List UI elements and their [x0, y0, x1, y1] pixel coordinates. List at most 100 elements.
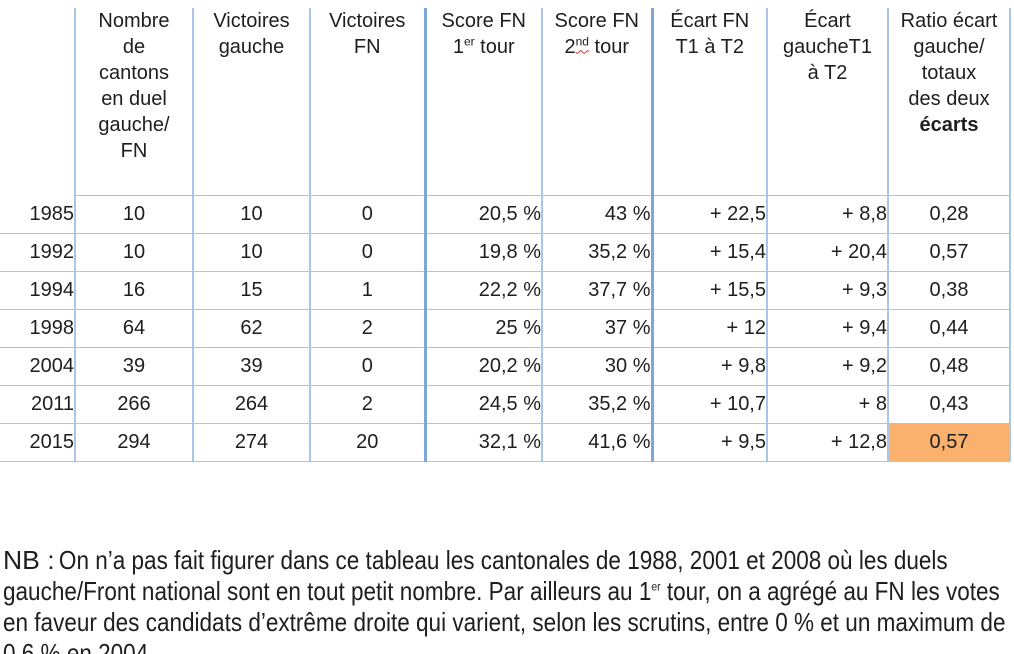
cell-score-t1: 24,5 %	[425, 385, 543, 424]
header-line: de	[122, 36, 146, 58]
superscript-er: er	[463, 34, 475, 49]
cell-cantons: 16	[75, 271, 194, 310]
cell-cantons: 294	[75, 423, 194, 462]
cell-score-t2: 37,7 %	[542, 271, 654, 310]
cell-victoires-gauche: 39	[193, 347, 311, 386]
cell-ecart-fn: + 9,5	[652, 423, 768, 462]
cell-ratio: 0,38	[888, 271, 1011, 310]
cell-ratio: 0,57	[888, 233, 1011, 272]
cell-score-t2: 37 %	[542, 309, 654, 348]
header-line: à T2	[807, 62, 848, 84]
header-line: gaucheT1	[783, 36, 872, 58]
cell-ecart-gauche: + 9,3	[767, 271, 889, 310]
footnote: NB : On n’a pas fait figurer dans ce tabl…	[3, 545, 1014, 654]
header-line: 2nd tour	[564, 34, 629, 58]
header-line: Victoires	[213, 10, 290, 32]
cell-ratio: 0,44	[888, 309, 1011, 348]
header-line: gauche/	[913, 36, 985, 58]
header-line: FN	[120, 140, 148, 162]
header-line: Ratio écart	[900, 10, 998, 32]
cell-victoires-fn: 1	[310, 271, 427, 310]
cell-victoires-gauche: 264	[193, 385, 311, 424]
header-row: Nombre de cantons en duel gauche/ FN Vic…	[0, 8, 1011, 196]
superscript-nd-spellcheck-squiggle: nd	[575, 34, 589, 49]
cell-score-t2: 35,2 %	[542, 385, 654, 424]
header-score-t1: Score FN 1er tour	[425, 8, 543, 196]
cell-score-t1: 22,2 %	[425, 271, 543, 310]
cell-victoires-fn: 0	[310, 233, 427, 272]
header-line: totaux	[921, 62, 977, 84]
header-line: Nombre	[98, 10, 170, 32]
cell-cantons: 10	[75, 195, 194, 234]
row-year-label: 1998	[0, 309, 76, 348]
row-year-label: 1994	[0, 271, 76, 310]
header-score-t2: Score FN 2nd tour	[542, 8, 654, 196]
cell-score-t1: 20,2 %	[425, 347, 543, 386]
row-year-label: 1985	[0, 195, 76, 234]
header-line: Écart FN	[670, 10, 750, 32]
cell-victoires-gauche: 10	[193, 233, 311, 272]
cell-victoires-fn: 20	[310, 423, 427, 462]
cell-victoires-gauche: 10	[193, 195, 311, 234]
header-line: FN	[353, 36, 381, 58]
row-year-label: 1992	[0, 233, 76, 272]
cell-victoires-gauche: 62	[193, 309, 311, 348]
header-year-empty	[0, 8, 76, 196]
cell-ecart-gauche: + 20,4	[767, 233, 889, 272]
header-line: des deux	[908, 88, 990, 110]
cell-ratio: 0,28	[888, 195, 1011, 234]
cell-cantons: 64	[75, 309, 194, 348]
row-year-label: 2004	[0, 347, 76, 386]
cell-victoires-fn: 2	[310, 309, 427, 348]
footnote-text: tour, on a agrégé au FN les votes en fav…	[3, 576, 1006, 654]
cell-ecart-fn: + 15,5	[652, 271, 768, 310]
cell-ecart-gauche: + 8	[767, 385, 889, 424]
footnote-text: On n’a pas fait figurer dans ce tableau …	[3, 545, 948, 606]
table-row-1998: 1998 64 62 2 25 % 37 % + 12 + 9,4 0,44	[0, 309, 1011, 348]
table-row-1985: 1985 10 10 0 20,5 % 43 % + 22,5 + 8,8 0,…	[0, 195, 1011, 234]
header-ecart-fn: Écart FN T1 à T2	[652, 8, 768, 196]
cell-victoires-gauche: 15	[193, 271, 311, 310]
election-table: Nombre de cantons en duel gauche/ FN Vic…	[0, 8, 1011, 462]
header-line: 1er tour	[452, 34, 515, 58]
header-line: Score FN	[554, 10, 639, 32]
row-year-label: 2015	[0, 423, 76, 462]
cell-victoires-fn: 0	[310, 195, 427, 234]
cell-ecart-fn: + 10,7	[652, 385, 768, 424]
header-line: Écart	[804, 10, 851, 32]
cell-cantons: 10	[75, 233, 194, 272]
header-line: écarts	[919, 114, 979, 136]
header-line: T1 à T2	[675, 36, 745, 58]
cell-ecart-fn: + 22,5	[652, 195, 768, 234]
table-row-1994: 1994 16 15 1 22,2 % 37,7 % + 15,5 + 9,3 …	[0, 271, 1011, 310]
cell-ecart-gauche: + 9,4	[767, 309, 889, 348]
table-row-2004: 2004 39 39 0 20,2 % 30 % + 9,8 + 9,2 0,4…	[0, 347, 1011, 386]
header-victoires-gauche: Victoires gauche	[193, 8, 311, 196]
cell-score-t1: 19,8 %	[425, 233, 543, 272]
cell-victoires-fn: 2	[310, 385, 427, 424]
header-victoires-fn: Victoires FN	[310, 8, 427, 196]
header-line: Score FN	[441, 10, 526, 32]
highlighted-ratio-cell: 0,57	[888, 423, 1011, 462]
table-row-2011: 2011 266 264 2 24,5 % 35,2 % + 10,7 + 8 …	[0, 385, 1011, 424]
cell-cantons: 39	[75, 347, 194, 386]
header-line: gauche	[218, 36, 285, 58]
header-ratio: Ratio écart gauche/ totaux des deux écar…	[888, 8, 1011, 196]
cell-score-t2: 41,6 %	[542, 423, 654, 462]
cell-ecart-gauche: + 12,8	[767, 423, 889, 462]
cell-ecart-fn: + 9,8	[652, 347, 768, 386]
cell-score-t1: 20,5 %	[425, 195, 543, 234]
cell-score-t2: 35,2 %	[542, 233, 654, 272]
row-year-label: 2011	[0, 385, 76, 424]
cell-score-t1: 25 %	[425, 309, 543, 348]
header-line: Victoires	[329, 10, 406, 32]
cell-ecart-gauche: + 8,8	[767, 195, 889, 234]
cell-ecart-gauche: + 9,2	[767, 347, 889, 386]
header-line: gauche/	[98, 114, 170, 136]
cell-score-t1: 32,1 %	[425, 423, 543, 462]
cell-ecart-fn: + 12	[652, 309, 768, 348]
cell-ecart-fn: + 15,4	[652, 233, 768, 272]
cell-ratio: 0,48	[888, 347, 1011, 386]
cell-ratio: 0,43	[888, 385, 1011, 424]
